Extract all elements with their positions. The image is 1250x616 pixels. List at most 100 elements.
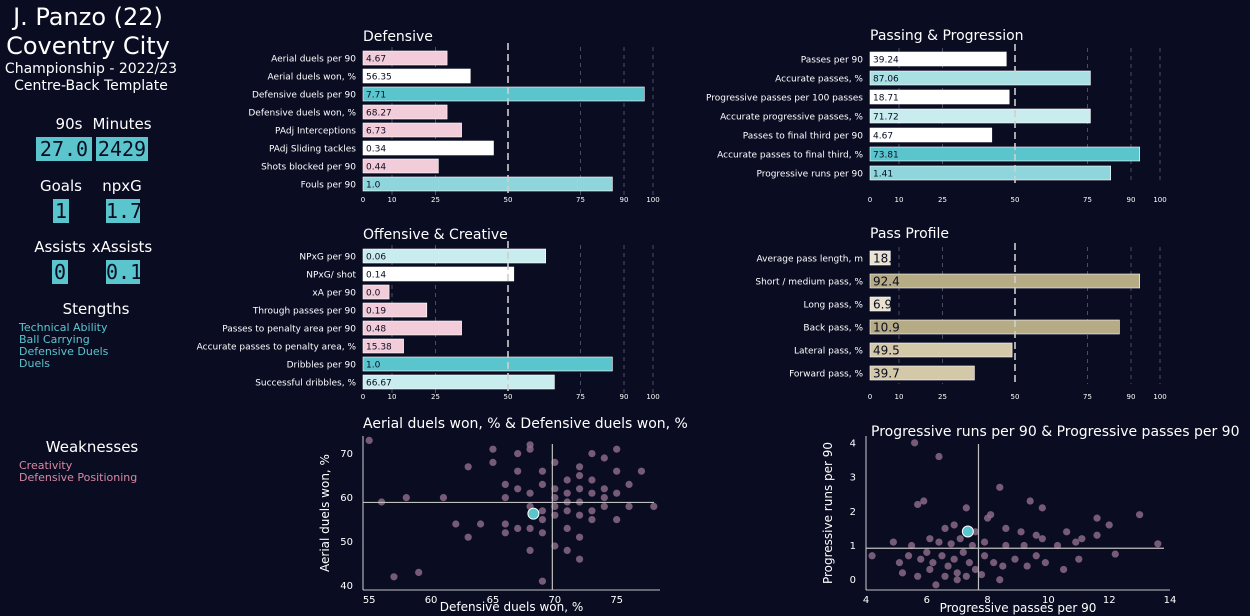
scatter-point [551,485,559,493]
scatter-point [938,552,946,560]
bar-value-label: 56.35 [366,73,392,83]
stat-value-xassists: 0.1 [106,260,143,284]
bar-category-label: xA per 90 [312,289,356,299]
bar [362,302,428,318]
stat-label-goals: Goals [40,177,82,195]
bar-value-label: 4.67 [366,55,386,65]
scatter-point [1020,541,1028,550]
scatter-point [588,476,596,484]
bar-value-label: 0.0 [366,289,381,299]
panel-title: Offensive & Creative [363,227,508,243]
axis-tick-label: 10 [895,196,904,204]
bar [869,296,891,312]
axis-tick-label: 70 [340,449,353,460]
scatter-point [600,485,608,493]
scatter-point [914,500,922,509]
scatter-point [575,485,584,493]
player-name: J. Panzo (22) [13,3,163,31]
bar-value-label: 87.06 [873,75,899,85]
bar-category-label: Back pass, % [803,324,863,334]
scatter-point [526,441,534,449]
axis-tick-label: 40 [340,581,353,592]
bar [869,342,1013,358]
bar-category-label: Shots blocked per 90 [261,163,356,173]
stat-value-90s: 27.0 [36,137,92,161]
scatter-point [538,480,547,488]
scatter-point [1072,538,1080,546]
scatter-point [971,565,980,574]
scatter-point [526,546,534,555]
strengths-title: Stengths [62,300,130,318]
scatter-point [613,467,621,475]
scatter-point [563,476,571,484]
bar-value-label: 7.71 [366,91,386,101]
competition-label: Championship - 2022/23 [4,61,178,77]
axis-tick-label: 60 [425,595,438,606]
scatter-point [551,458,559,466]
bar-category-label: Accurate passes to penalty area, % [197,343,357,353]
bar-category-label: NPxG/ shot [306,271,356,281]
axis-tick-label: 75 [610,595,623,606]
axis-tick-label: 0 [361,196,365,204]
scatter-point [1093,514,1101,522]
scatter-point [514,467,522,475]
scatter-point [953,576,961,584]
scatter-point [464,463,472,471]
scatter-point [501,494,509,502]
template-label: Centre-Back Template [14,78,168,94]
scatter-point [1011,555,1019,563]
scatter-point [996,576,1004,584]
scatter-point [935,538,943,546]
bar-category-label: PAdj Interceptions [275,127,356,137]
axis-tick-label: 60 [340,493,353,504]
scatter-point [588,450,596,458]
panel-title: Passing & Progression [870,28,1024,44]
scatter-point [551,511,559,519]
scatter-point [904,552,913,560]
scatter-point [588,516,596,524]
bar [869,108,1091,124]
axis-tick-label: 10 [1042,595,1055,606]
bar-category-label: Average pass length, m [757,255,863,265]
bar-category-label: Passes to penalty area per 90 [222,325,356,335]
scatter-point [926,565,934,574]
scatter-point [1026,497,1034,505]
axis-tick-label: 2 [850,507,856,518]
scatter-point [908,541,916,550]
scatter-point [1041,559,1049,567]
stat-value-assists: 0 [52,260,68,284]
axis-tick-label: 25 [938,393,947,401]
scatter-point [575,463,584,471]
scatter-point [1002,524,1010,533]
bar-category-label: Progressive runs per 90 [756,170,863,180]
bar [362,50,448,66]
axis-tick-label: 50 [504,196,513,204]
scatter-point [941,572,949,580]
scatter-point [613,489,621,497]
bar-value-label: 15.38 [366,343,392,353]
bar-category-label: Forward pass, % [789,370,863,380]
axis-tick-label: 50 [1011,393,1020,401]
bar-value-label: 1.41 [873,170,893,180]
scatter-point [390,573,398,581]
team-name: Coventry City [6,32,170,60]
scatter-point [911,439,919,447]
bar [869,250,891,266]
scatter-point [968,541,977,550]
scatter-point [984,514,992,522]
bar [869,165,1111,181]
scatter-point [959,548,967,556]
axis-tick-label: 100 [1153,393,1166,401]
bar-category-label: Aerial duels won, % [268,73,357,83]
scatter-point [996,483,1004,491]
bar [362,338,404,354]
scatter-point [501,520,509,528]
stat-value-goals: 1 [53,199,69,223]
scatter-point [551,494,559,502]
scatter-point [575,472,584,480]
bar-category-label: Progressive passes per 100 passes [706,94,863,104]
bar [869,319,1120,335]
bar-value-label: 92.4 [873,275,900,289]
